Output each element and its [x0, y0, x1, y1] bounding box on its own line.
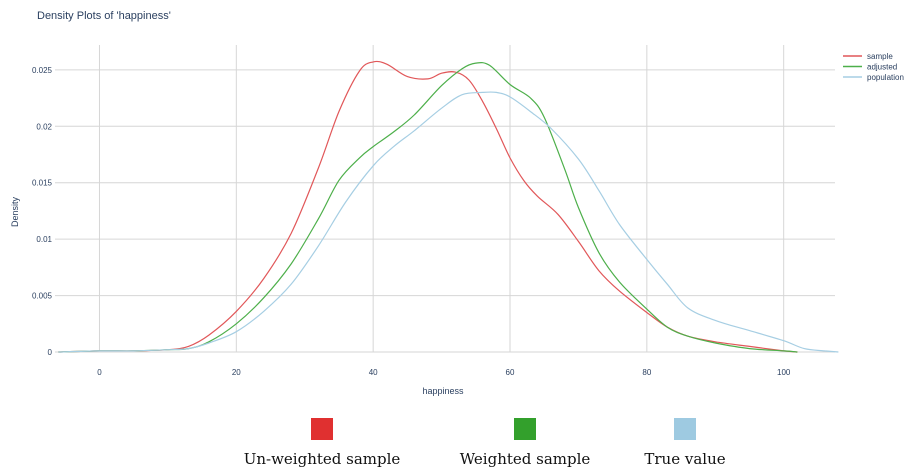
density-chart: Density Plots of 'happiness' 0 20 40 60 80 10…: [10, 10, 904, 396]
series-line-population: [58, 91, 839, 353]
x-tick-label: 0: [97, 368, 102, 377]
chart-title: Density Plots of 'happiness': [37, 10, 171, 22]
legend-swatch-true-value: [674, 418, 696, 440]
legend-label-sample: sample: [867, 52, 893, 61]
y-axis-title: Density: [10, 196, 20, 227]
tick-labels: 0 20 40 60 80 100 0 0.005 0.01 0.015 0.02 0.025: [32, 66, 791, 377]
legend-label-population: population: [867, 73, 904, 82]
y-tick-label: 0.015: [32, 179, 53, 188]
legend-label-unweighted: Un-weighted sample: [243, 450, 401, 468]
series-line-sample: [58, 60, 798, 353]
y-tick-label: 0.005: [32, 292, 53, 301]
series-line-adjusted: [58, 61, 798, 353]
legend-label-true-value: True value: [644, 450, 726, 468]
x-tick-label: 40: [369, 368, 378, 377]
legend-label-weighted: Weighted sample: [459, 450, 591, 468]
series-lines: [58, 60, 839, 353]
legend-swatch-weighted: [514, 418, 536, 440]
y-tick-label: 0: [48, 348, 53, 357]
x-tick-label: 20: [232, 368, 241, 377]
x-axis-title: happiness: [422, 386, 464, 396]
bottom-legend: Un-weighted sample Weighted sample True …: [0, 418, 912, 471]
x-tick-label: 60: [506, 368, 515, 377]
x-tick-label: 100: [777, 368, 791, 377]
grid-layer: [55, 45, 835, 353]
x-tick-label: 80: [642, 368, 651, 377]
y-tick-label: 0.02: [36, 122, 52, 131]
legend-label-adjusted: adjusted: [867, 63, 897, 72]
legend-swatch-unweighted: [311, 418, 333, 440]
y-tick-label: 0.01: [36, 235, 52, 244]
y-tick-label: 0.025: [32, 66, 53, 75]
